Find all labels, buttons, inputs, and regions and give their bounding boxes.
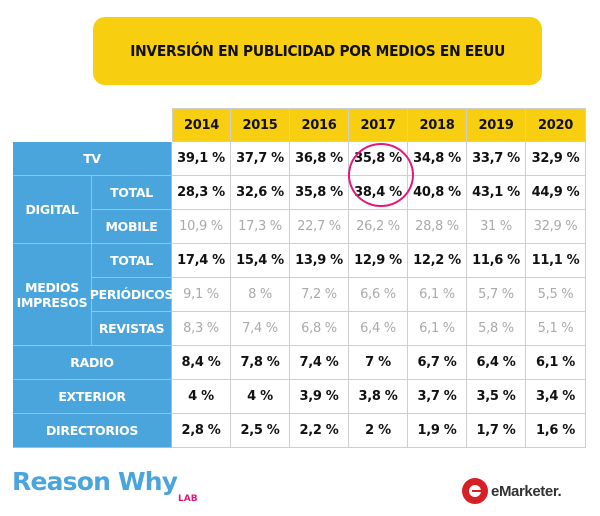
value-cell: 37,7 % <box>231 142 290 176</box>
group-label: DIGITAL <box>13 176 92 244</box>
value-cell: 11,1 % <box>526 244 586 278</box>
reasonwhy-lab-logo: LAB <box>178 494 198 504</box>
value-cell: 28,8 % <box>408 210 467 244</box>
value-cell: 43,1 % <box>467 176 526 210</box>
value-cell: 2,8 % <box>172 414 231 448</box>
value-cell: 8,3 % <box>172 312 231 346</box>
emarketer-icon <box>462 478 488 504</box>
value-cell: 10,9 % <box>172 210 231 244</box>
group-label: TV <box>13 142 172 176</box>
emarketer-logo: eMarketer. <box>462 478 562 504</box>
value-cell: 22,7 % <box>290 210 349 244</box>
row-sublabel: REVISTAS <box>92 312 172 346</box>
year-header: 2018 <box>408 108 467 142</box>
value-cell: 2,2 % <box>290 414 349 448</box>
value-cell: 35,8 % <box>290 176 349 210</box>
value-cell: 5,8 % <box>467 312 526 346</box>
group-label: DIRECTORIOS <box>13 414 172 448</box>
value-cell: 5,7 % <box>467 278 526 312</box>
title-banner: INVERSIÓN EN PUBLICIDAD POR MEDIOS EN EE… <box>93 17 542 85</box>
value-cell: 12,9 % <box>349 244 408 278</box>
value-cell: 1,7 % <box>467 414 526 448</box>
value-cell: 3,5 % <box>467 380 526 414</box>
value-cell: 32,6 % <box>231 176 290 210</box>
value-cell: 40,8 % <box>408 176 467 210</box>
chart-title: INVERSIÓN EN PUBLICIDAD POR MEDIOS EN EE… <box>130 42 505 60</box>
highlight-circle <box>348 143 414 207</box>
group-label: RADIO <box>13 346 172 380</box>
row-sublabel: MOBILE <box>92 210 172 244</box>
value-cell: 7,4 % <box>290 346 349 380</box>
value-cell: 31 % <box>467 210 526 244</box>
value-cell: 6,6 % <box>349 278 408 312</box>
value-cell: 6,1 % <box>526 346 586 380</box>
value-cell: 3,9 % <box>290 380 349 414</box>
value-cell: 11,6 % <box>467 244 526 278</box>
year-header: 2016 <box>290 108 349 142</box>
value-cell: 4 % <box>172 380 231 414</box>
value-cell: 7 % <box>349 346 408 380</box>
value-cell: 6,1 % <box>408 312 467 346</box>
value-cell: 33,7 % <box>467 142 526 176</box>
value-cell: 3,8 % <box>349 380 408 414</box>
value-cell: 26,2 % <box>349 210 408 244</box>
group-label: MEDIOS IMPRESOS <box>13 244 92 346</box>
value-cell: 7,2 % <box>290 278 349 312</box>
value-cell: 17,3 % <box>231 210 290 244</box>
value-cell: 9,1 % <box>172 278 231 312</box>
value-cell: 34,8 % <box>408 142 467 176</box>
data-table: 2014 2015 2016 2017 2018 2019 2020 TV DIGITAL MED… <box>13 108 586 448</box>
row-sublabel: TOTAL <box>92 176 172 210</box>
value-cell: 12,2 % <box>408 244 467 278</box>
year-header: 2017 <box>349 108 408 142</box>
value-cell: 6,1 % <box>408 278 467 312</box>
corner-blank <box>13 108 172 142</box>
value-cell: 3,7 % <box>408 380 467 414</box>
value-cell: 39,1 % <box>172 142 231 176</box>
value-cell: 3,4 % <box>526 380 586 414</box>
year-header: 2014 <box>172 108 231 142</box>
value-cell: 7,8 % <box>231 346 290 380</box>
year-header: 2019 <box>467 108 526 142</box>
value-cell: 6,4 % <box>467 346 526 380</box>
value-cell: 44,9 % <box>526 176 586 210</box>
value-cell: 1,6 % <box>526 414 586 448</box>
row-sublabel: PERIÓDICOS <box>90 278 174 312</box>
value-cell: 1,9 % <box>408 414 467 448</box>
value-cell: 5,5 % <box>526 278 586 312</box>
value-cell: 2,5 % <box>231 414 290 448</box>
year-header: 2015 <box>231 108 290 142</box>
value-cell: 6,4 % <box>349 312 408 346</box>
value-cell: 7,4 % <box>231 312 290 346</box>
group-label: EXTERIOR <box>13 380 172 414</box>
emarketer-wordmark: eMarketer. <box>491 482 562 500</box>
value-cell: 36,8 % <box>290 142 349 176</box>
value-cell: 32,9 % <box>526 210 586 244</box>
value-cell: 28,3 % <box>172 176 231 210</box>
value-cell: 5,1 % <box>526 312 586 346</box>
value-cell: 6,8 % <box>290 312 349 346</box>
value-cell: 8 % <box>231 278 290 312</box>
value-cell: 13,9 % <box>290 244 349 278</box>
value-cell: 8,4 % <box>172 346 231 380</box>
value-cell: 17,4 % <box>172 244 231 278</box>
value-cell: 15,4 % <box>231 244 290 278</box>
row-sublabel: TOTAL <box>92 244 172 278</box>
value-cell: 6,7 % <box>408 346 467 380</box>
value-cell: 32,9 % <box>526 142 586 176</box>
value-cell: 4 % <box>231 380 290 414</box>
value-cell: 2 % <box>349 414 408 448</box>
reasonwhy-logo: Reason Why <box>12 467 178 496</box>
year-header: 2020 <box>526 108 586 142</box>
